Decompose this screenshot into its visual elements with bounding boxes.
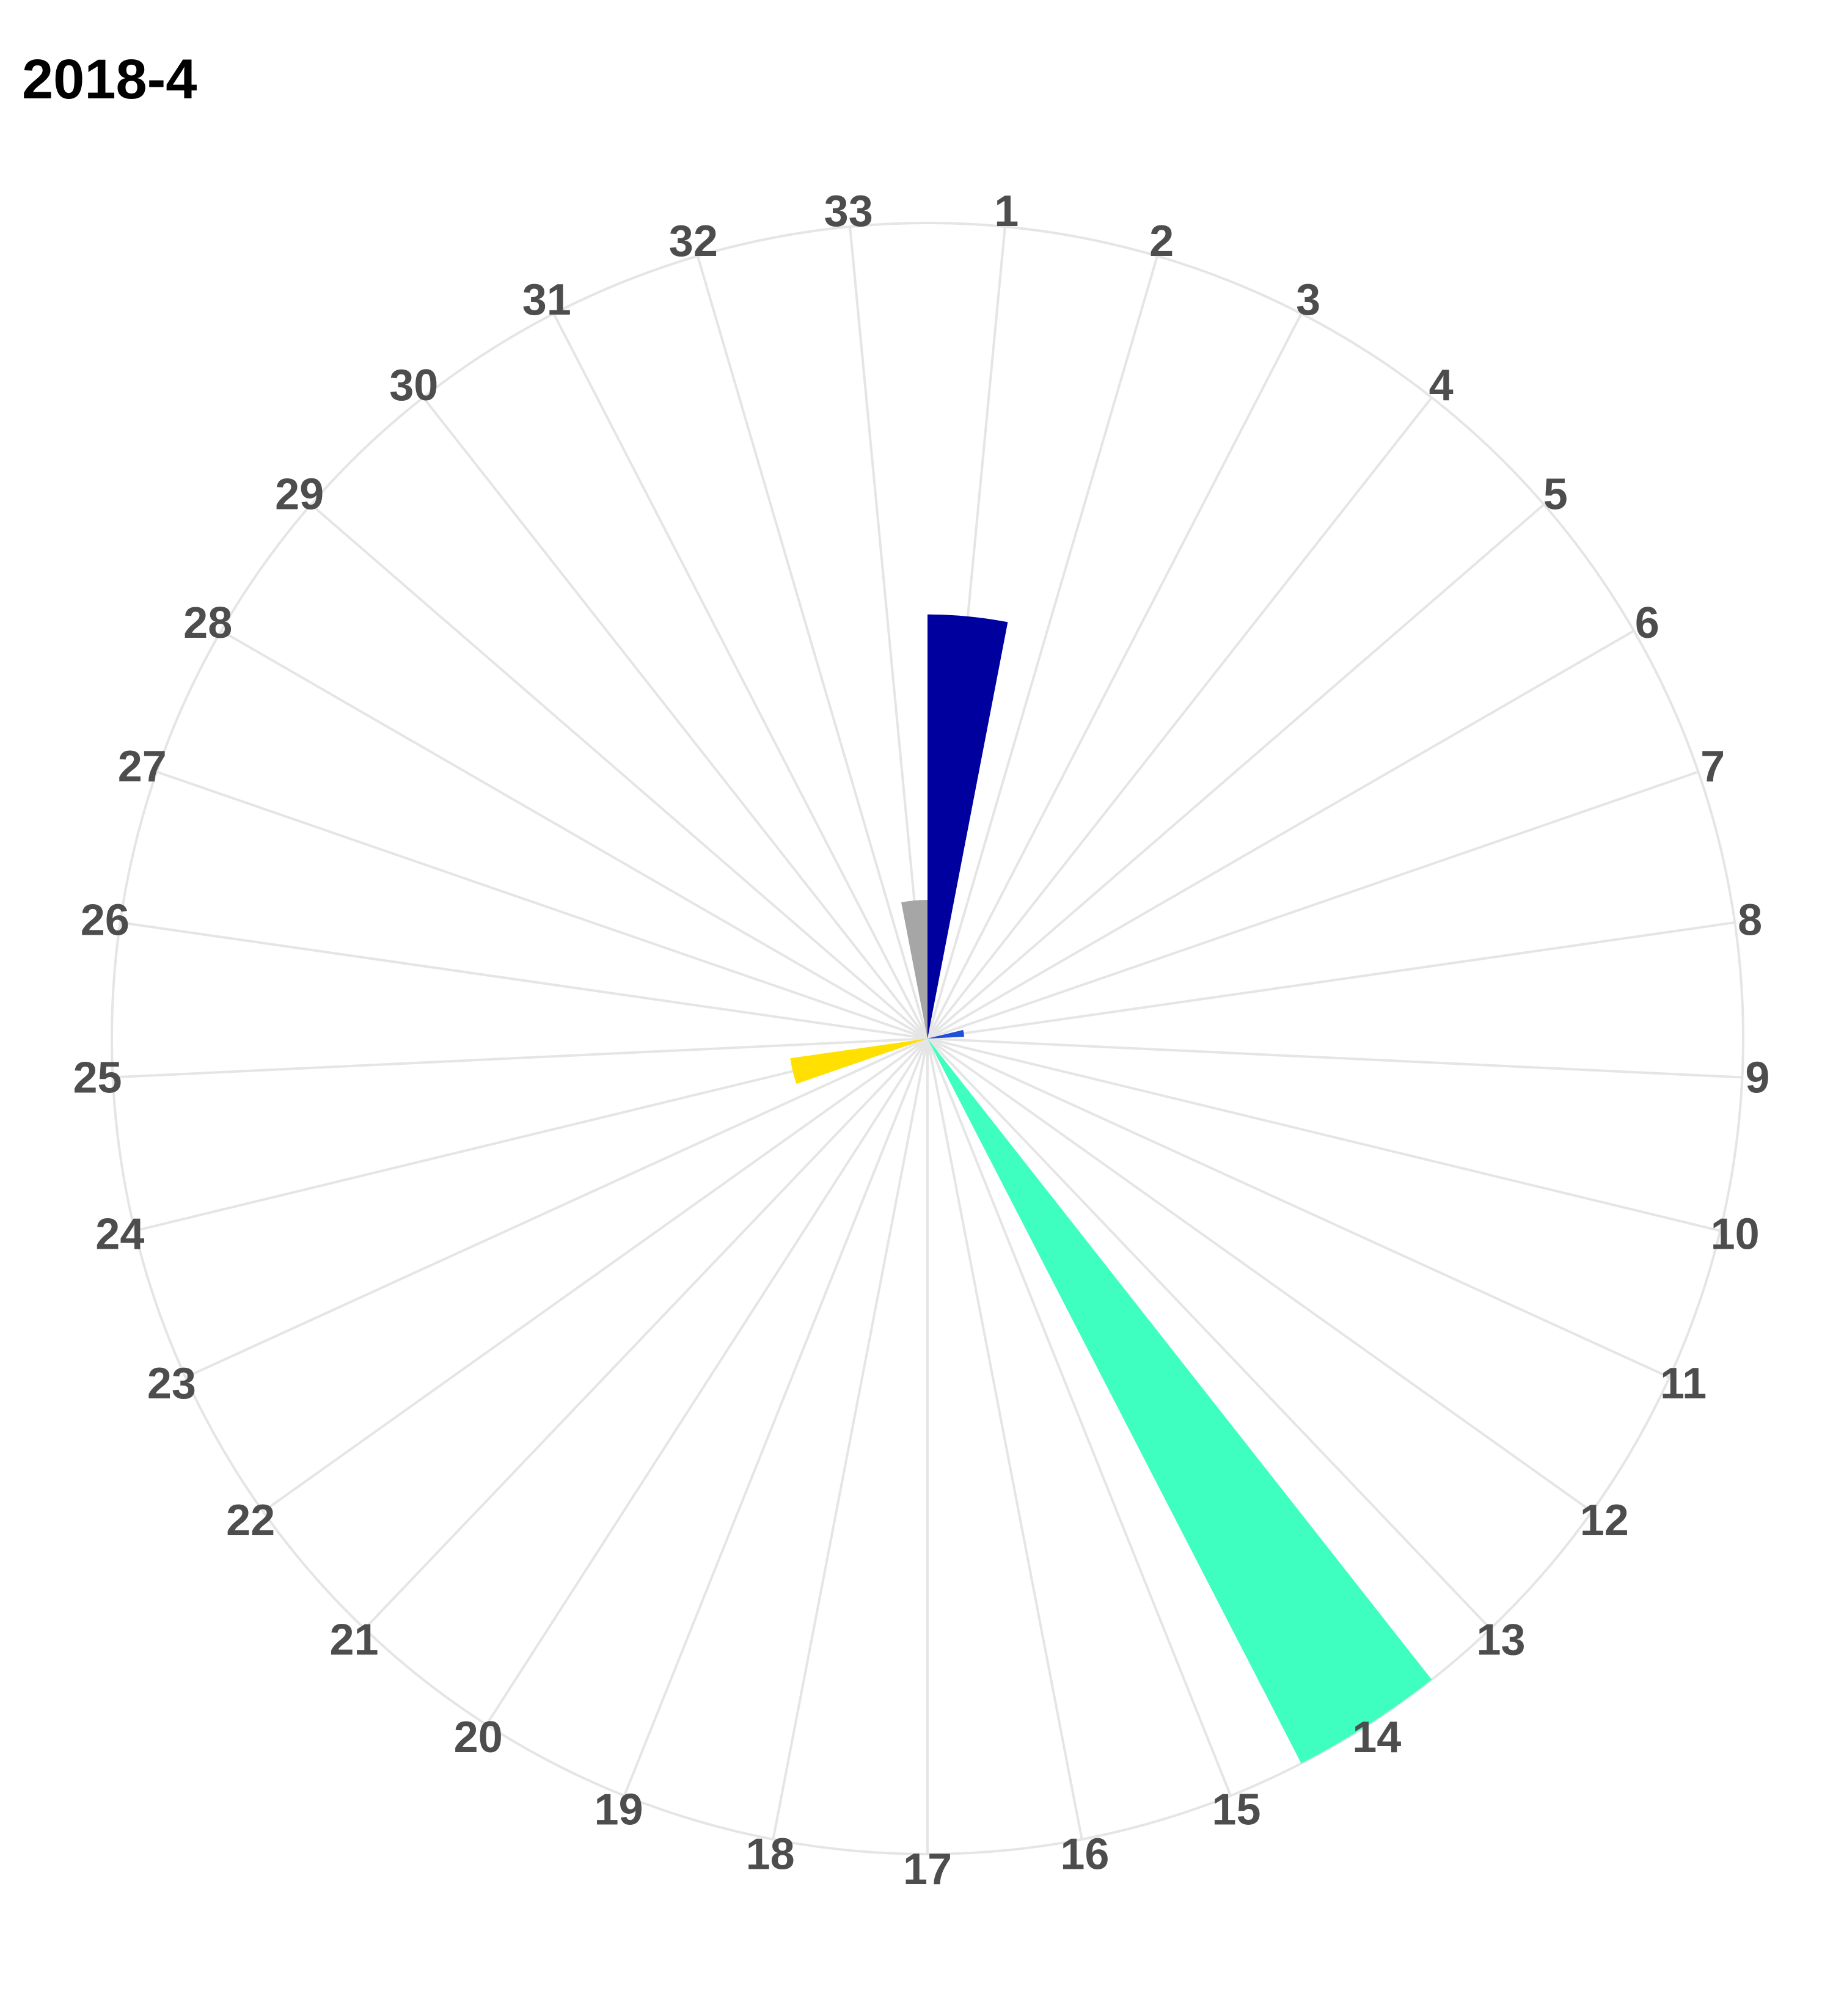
tick-label-21: 21	[329, 1615, 378, 1664]
tick-label-24: 24	[95, 1210, 144, 1259]
radial-grid-line-5	[926, 503, 1545, 1040]
bar-14	[927, 1039, 1432, 1764]
tick-label-25: 25	[73, 1054, 122, 1103]
tick-label-14: 14	[1352, 1713, 1401, 1762]
radial-grid-line-20	[485, 1037, 929, 1726]
radial-grid-line-3	[926, 313, 1303, 1039]
tick-label-17: 17	[903, 1845, 952, 1894]
tick-label-3: 3	[1296, 276, 1320, 324]
tick-label-16: 16	[1060, 1830, 1109, 1879]
radial-grid-line-8	[927, 921, 1735, 1040]
radial-grid-line-16	[926, 1038, 1083, 1840]
radial-grid-line-21	[364, 1037, 929, 1630]
tick-label-31: 31	[522, 276, 571, 324]
tick-label-6: 6	[1635, 599, 1659, 648]
tick-label-8: 8	[1738, 896, 1762, 944]
radial-grid-line-15	[926, 1038, 1232, 1797]
radial-grid-line-32	[696, 255, 929, 1039]
radial-grid-line-25	[112, 1037, 928, 1079]
chart-title: 2018-4	[22, 48, 197, 111]
tick-label-2: 2	[1149, 217, 1174, 266]
tick-label-19: 19	[594, 1786, 643, 1835]
tick-label-4: 4	[1429, 361, 1454, 410]
radial-grid-line-11	[927, 1037, 1670, 1379]
radial-grid-line-28	[220, 629, 928, 1040]
radial-grid-line-31	[552, 313, 929, 1039]
tick-label-layer: 1234567891011121314151617181920212223242…	[73, 187, 1769, 1894]
bar-layer	[790, 614, 1432, 1764]
tick-label-23: 23	[147, 1359, 196, 1408]
tick-label-18: 18	[746, 1830, 795, 1879]
radial-grid-line-10	[927, 1037, 1721, 1232]
radial-grid-line-23	[185, 1037, 928, 1379]
tick-label-22: 22	[226, 1496, 275, 1545]
bar-33	[901, 900, 927, 1039]
tick-label-9: 9	[1745, 1054, 1769, 1103]
radial-grid-line-7	[927, 770, 1699, 1040]
tick-label-11: 11	[1660, 1359, 1707, 1408]
radial-grid-line-22	[262, 1037, 929, 1513]
tick-label-13: 13	[1476, 1615, 1525, 1664]
bar-24	[790, 1039, 927, 1084]
radial-grid-line-6	[926, 629, 1635, 1040]
radial-grid-line-2	[926, 255, 1159, 1039]
tick-label-15: 15	[1212, 1786, 1260, 1835]
radial-grid-line-29	[310, 503, 929, 1040]
tick-label-10: 10	[1711, 1210, 1760, 1259]
bar-1	[927, 614, 1008, 1039]
radial-grid-line-13	[926, 1037, 1491, 1630]
radial-grid-line-27	[156, 770, 928, 1040]
tick-label-5: 5	[1543, 470, 1568, 519]
tick-label-30: 30	[389, 361, 438, 410]
radial-grid-line-18	[772, 1038, 929, 1840]
tick-label-26: 26	[81, 896, 130, 944]
tick-label-1: 1	[994, 187, 1019, 236]
bar-8	[927, 1029, 965, 1039]
radial-grid-line-9	[927, 1037, 1743, 1079]
radial-grid-line-12	[926, 1037, 1593, 1513]
radial-grid-line-19	[623, 1038, 929, 1797]
tick-label-32: 32	[669, 217, 718, 266]
tick-label-33: 33	[824, 187, 873, 236]
tick-label-7: 7	[1700, 742, 1725, 791]
radial-grid-line-30	[422, 396, 929, 1040]
tick-label-28: 28	[183, 599, 232, 648]
radial-grid-line-26	[120, 921, 928, 1040]
tick-label-27: 27	[118, 742, 167, 791]
tick-label-29: 29	[275, 470, 324, 519]
tick-label-12: 12	[1580, 1496, 1629, 1545]
tick-label-20: 20	[454, 1713, 503, 1762]
radial-grid-line-4	[926, 396, 1433, 1040]
